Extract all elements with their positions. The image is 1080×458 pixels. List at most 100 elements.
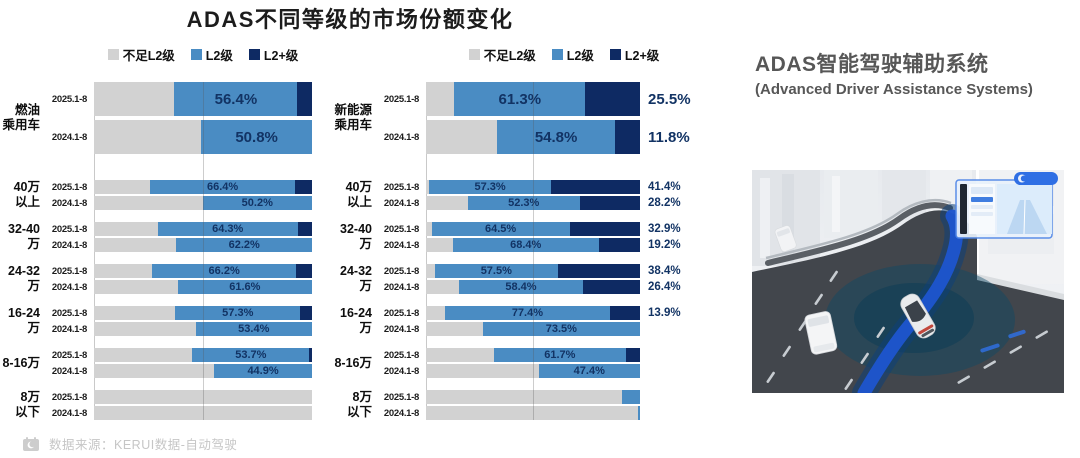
stacked-bar: 61.6%	[94, 280, 312, 294]
period-label: 2025.1-8	[383, 265, 419, 277]
legend-item-l2: L2级	[551, 45, 594, 64]
l2-value-label: 44.9%	[247, 365, 279, 377]
period-label: 2024.1-8	[383, 131, 419, 143]
bar-segment-l2: 64.5%	[431, 222, 570, 236]
l2-value-label: 61.7%	[544, 349, 576, 361]
bar-segment-l2: 68.4%	[452, 238, 599, 252]
bar-segment-below-l2	[94, 322, 196, 336]
legend-item-below-l2: 不足L2级	[107, 45, 175, 64]
bar-row: 2024.1-8 61.6%	[46, 280, 312, 294]
bar-segment-l2: 50.8%	[201, 120, 312, 154]
footer-source: 数据来源：KERUI数据-自动驾驶	[22, 434, 237, 453]
bar-segment-l2-plus	[614, 120, 640, 154]
stacked-bar: 68.4%	[426, 238, 640, 252]
legend-swatch-l2-icon	[551, 48, 563, 60]
period-label: 2024.1-8	[383, 281, 419, 293]
bar-segment-l2: 54.8%	[497, 120, 615, 154]
bar-row: 2025.1-8 57.3% 41.4%	[378, 180, 702, 194]
l2plus-value-label: 41.4%	[648, 181, 681, 193]
path-glow-dashes	[980, 329, 1026, 353]
bar-rows: 2025.1-8 66.2% 2024.1-8 61.6%	[46, 264, 312, 294]
l2plus-value-label: 28.2%	[648, 197, 681, 209]
bar-group: 8-16万 2025.1-8 53.7% 2024.1-8 44.9%	[2, 348, 312, 378]
bar-rows: 2025.1-8 56.4% 2024.1-8 50.8%	[46, 82, 312, 154]
nev-chart: 不足L2级 L2级 L2+级 新能源 乘用车 2025.1-8 61.3% 25.5% 2…	[334, 46, 702, 432]
stacked-bar: 66.4%	[94, 180, 312, 194]
period-label: 2024.1-8	[383, 197, 419, 209]
bar-group: 24-32万 2025.1-8 66.2% 2024.1-8 61.6%	[2, 264, 312, 294]
bar-segment-l2	[621, 390, 640, 404]
period-label: 2025.1-8	[51, 391, 87, 403]
period-label: 2024.1-8	[51, 323, 87, 335]
l2-value-label: 77.4%	[511, 307, 544, 319]
chart-main-title: ADAS不同等级的市场份额变化	[186, 7, 514, 32]
bar-segment-l2-plus	[309, 348, 312, 362]
bar-segment-below-l2	[426, 306, 445, 320]
stacked-bar: 56.4%	[94, 82, 312, 116]
l2-value-label: 56.4%	[214, 90, 258, 108]
bar-row: 2025.1-8 77.4% 13.9%	[378, 306, 702, 320]
bar-row: 2024.1-8 44.9%	[46, 364, 312, 378]
period-label: 2025.1-8	[383, 349, 419, 361]
bar-row: 2025.1-8 61.7%	[378, 348, 702, 362]
category-label: 新能源 乘用车	[334, 103, 372, 132]
bar-row: 2025.1-8 66.2%	[46, 264, 312, 278]
legend-swatch-below-l2-icon	[107, 48, 119, 60]
stacked-bar: 57.3%	[426, 180, 640, 194]
period-label: 2025.1-8	[51, 265, 87, 277]
bar-row: 2024.1-8 68.4% 19.2%	[378, 238, 702, 252]
period-label: 2025.1-8	[383, 93, 419, 105]
bar-row: 2024.1-8	[378, 406, 702, 420]
stacked-bar	[426, 390, 640, 404]
adas-scene-svg	[752, 170, 1064, 393]
bar-group: 32-40万 2025.1-8 64.5% 32.9% 2024.1-8 68.4% 19.…	[334, 222, 702, 252]
l2-value-label: 61.6%	[229, 281, 261, 293]
stacked-bar: 57.5%	[426, 264, 640, 278]
bar-segment-below-l2	[94, 280, 178, 294]
bar-rows: 2025.1-8 57.3% 2024.1-8 53.4%	[46, 306, 312, 336]
period-label: 2025.1-8	[383, 223, 419, 235]
stacked-bar: 73.5%	[426, 322, 640, 336]
bar-segment-l2-plus	[551, 180, 640, 194]
bar-segment-below-l2	[94, 82, 175, 116]
legend: 不足L2级 L2级 L2+级	[94, 45, 312, 64]
bar-segment-l2: 57.3%	[175, 306, 301, 320]
period-label: 2025.1-8	[51, 93, 87, 105]
source-logo-icon	[23, 436, 39, 451]
stacked-bar: 54.8%	[426, 120, 640, 154]
legend-swatch-l2-icon	[190, 48, 202, 60]
stacked-bar: 57.3%	[94, 306, 312, 320]
period-label: 2024.1-8	[383, 407, 419, 419]
bar-segment-l2	[637, 406, 640, 420]
bar-rows: 2025.1-8 53.7% 2024.1-8 44.9%	[46, 348, 312, 378]
bar-segment-l2: 50.2%	[202, 196, 312, 210]
stacked-bar	[94, 406, 312, 420]
legend-item-l2plus: L2+级	[248, 45, 298, 64]
l2plus-value-label: 26.4%	[648, 281, 681, 293]
bar-group: 8-16万 2025.1-8 61.7% 2024.1-8 47.4%	[334, 348, 702, 378]
l2-value-label: 50.8%	[235, 128, 278, 146]
bar-group: 8万 以下 2025.1-8 2024.1-8	[334, 390, 702, 420]
legend-label: 不足L2级	[483, 48, 536, 63]
legend-swatch-l2plus-icon	[609, 48, 621, 60]
bar-segment-l2: 53.7%	[192, 348, 310, 362]
period-label: 2024.1-8	[383, 239, 419, 251]
category-label: 24-32万	[340, 264, 372, 293]
bar-segment-l2-plus	[579, 196, 640, 210]
bar-segment-l2-plus	[557, 264, 640, 278]
period-label: 2024.1-8	[383, 365, 419, 377]
bar-segment-l2: 47.4%	[538, 364, 640, 378]
bar-row: 2024.1-8 50.8%	[46, 120, 312, 154]
l2-value-label: 57.5%	[480, 265, 512, 277]
ego-car	[900, 293, 936, 339]
bar-segment-below-l2	[426, 82, 455, 116]
bar-segment-below-l2	[426, 348, 494, 362]
l2-value-label: 68.4%	[510, 239, 542, 251]
bar-segment-l2-plus	[300, 306, 312, 320]
bar-segment-l2-plus	[585, 82, 640, 116]
stacked-bar: 61.7%	[426, 348, 640, 362]
bar-group: 24-32万 2025.1-8 57.5% 38.4% 2024.1-8 58.4% 26.…	[334, 264, 702, 294]
bar-segment-below-l2	[426, 322, 483, 336]
bar-segment-below-l2	[426, 196, 468, 210]
period-label: 2024.1-8	[51, 239, 87, 251]
